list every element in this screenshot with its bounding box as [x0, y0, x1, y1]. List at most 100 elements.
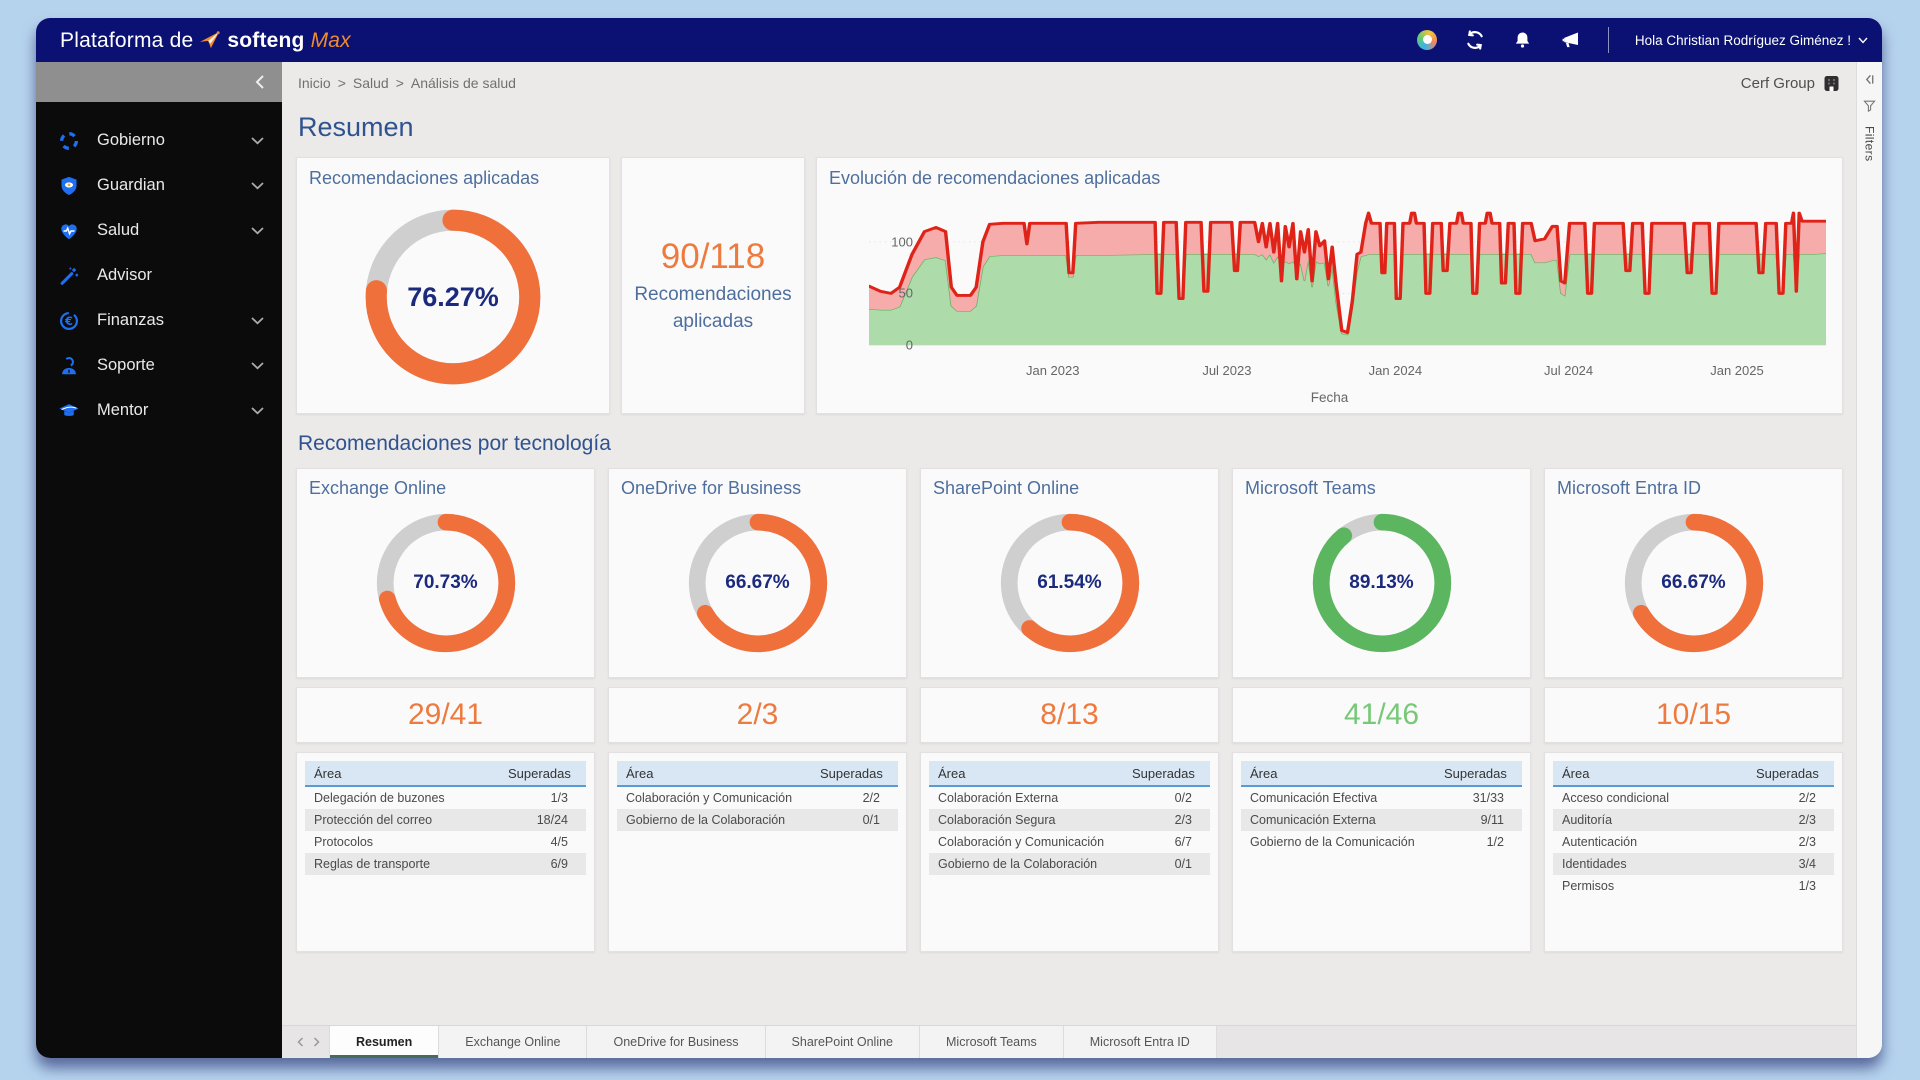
breadcrumb-separator: > [337, 75, 346, 91]
tech-card-title: OneDrive for Business [621, 478, 802, 498]
table-row[interactable]: Colaboración Externa 0/2 [938, 791, 1192, 805]
tab-prev-icon[interactable] [297, 1037, 304, 1047]
chevron-down-icon [251, 406, 264, 415]
expand-panel-icon[interactable] [1864, 74, 1875, 85]
shield-eye-icon [58, 175, 84, 197]
tech-donut-card: Microsoft Teams 89.13% [1232, 468, 1531, 678]
table-row[interactable]: Permisos 1/3 [1562, 879, 1816, 893]
footer-tab-microsoft-entra-id[interactable]: Microsoft Entra ID [1063, 1026, 1217, 1058]
table-row[interactable]: Acceso condicional 2/2 [1562, 791, 1816, 805]
sidebar-item-label: Salud [97, 221, 140, 239]
breadcrumb-inicio[interactable]: Inicio [298, 75, 331, 91]
app-window: Plataforma de softeng Max [36, 18, 1882, 1058]
refresh-icon[interactable] [1464, 29, 1486, 51]
tenant-selector[interactable]: Cerf Group [1741, 75, 1840, 92]
x-axis-tick: Jan 2025 [1710, 363, 1764, 378]
tech-donut-chart: 66.67% [682, 507, 834, 659]
footer-tab-resumen[interactable]: Resumen [329, 1026, 440, 1058]
x-axis-label: Fecha [1310, 390, 1349, 405]
copilot-icon[interactable] [1416, 29, 1438, 51]
table-row[interactable]: Colaboración y Comunicación 2/2 [626, 791, 880, 805]
sidebar-item-advisor[interactable]: Advisor [36, 253, 282, 298]
table-row[interactable]: Protección del correo 18/24 [305, 809, 586, 831]
user-menu[interactable]: Hola Christian Rodríguez Giménez ! [1635, 33, 1868, 48]
sidebar-item-gobierno[interactable]: Gobierno [36, 118, 282, 163]
sidebar-menu: Gobierno Guardian Salu [36, 102, 282, 433]
app-title-text: Plataforma de [60, 29, 194, 52]
footer-tab-onedrive-for-business[interactable]: OneDrive for Business [587, 1026, 766, 1058]
chevron-down-icon [251, 361, 264, 370]
filters-label[interactable]: Filters [1862, 126, 1877, 162]
applied-ratio-card: 90/118 Recomendaciones aplicadas [621, 157, 805, 414]
table-row[interactable]: Comunicación Efectiva 31/33 [1250, 791, 1504, 805]
summary-row: Recomendaciones aplicadas 76.27% 90/118 … [296, 157, 1843, 414]
tenant-name: Cerf Group [1740, 74, 1815, 92]
chevron-down-icon [1858, 37, 1868, 44]
user-greeting: Hola Christian Rodríguez Giménez ! [1634, 32, 1851, 48]
breadcrumb-analisis-de-salud[interactable]: Análisis de salud [410, 75, 516, 91]
chevron-down-icon [251, 181, 264, 190]
table-row[interactable]: Gobierno de la Colaboración 0/1 [617, 809, 898, 831]
sidebar-item-finanzas[interactable]: € Finanzas [36, 298, 282, 343]
announcements-megaphone-icon[interactable] [1560, 29, 1582, 51]
x-axis-tick: Jul 2023 [1202, 363, 1252, 378]
tech-area-table-card: Área Superadas Acceso condicional 2/2 Audito… [1544, 752, 1843, 952]
filter-funnel-icon[interactable] [1863, 99, 1876, 112]
table-row[interactable]: Reglas de transporte 6/9 [305, 853, 586, 875]
table-row[interactable]: Autenticación 2/3 [1562, 835, 1816, 849]
tech-fraction-card: 2/3 [608, 687, 907, 743]
sidebar-item-mentor[interactable]: Mentor [36, 388, 282, 433]
table-row[interactable]: Protocolos 4/5 [314, 835, 568, 849]
sidebar-item-guardian[interactable]: Guardian [36, 163, 282, 208]
report-content: Resumen Recomendaciones aplicadas 76.27%… [282, 104, 1856, 1025]
table-header-row: Área Superadas [1241, 761, 1522, 787]
sidebar-item-soporte[interactable]: Soporte [36, 343, 282, 388]
applied-donut-chart: 76.27% [357, 201, 549, 393]
breadcrumb: Inicio > Salud > Análisis de salud [298, 75, 516, 91]
navigation-sidebar: Gobierno Guardian Salu [36, 62, 282, 1058]
tech-card-column: Microsoft Teams 89.13% 41/46 Área Superad… [1232, 468, 1531, 952]
tech-donut-chart: 70.73% [370, 507, 522, 659]
footer-tab-sharepoint-online[interactable]: SharePoint Online [765, 1026, 920, 1058]
donut-percent-label: 61.54% [1037, 572, 1102, 593]
applied-ratio-caption: Recomendaciones aplicadas [634, 281, 791, 335]
x-axis-tick: Jul 2024 [1543, 363, 1594, 378]
tech-card-title: Microsoft Teams [1245, 478, 1376, 498]
footer-tab-exchange-online[interactable]: Exchange Online [439, 1026, 588, 1058]
footer-tab-microsoft-teams[interactable]: Microsoft Teams [920, 1026, 1064, 1058]
table-row[interactable]: Gobierno de la Comunicación 1/2 [1250, 835, 1504, 849]
table-row[interactable]: Delegación de buzones 1/3 [314, 791, 568, 805]
tech-area-table-card: Área Superadas Colaboración Externa 0/2 Cola… [920, 752, 1219, 952]
table-row[interactable]: Gobierno de la Colaboración 0/1 [929, 853, 1210, 875]
tab-next-icon[interactable] [313, 1037, 320, 1047]
section-title-tecnologia: Recomendaciones por tecnología [298, 432, 611, 455]
tech-fraction-value: 8/13 [1040, 698, 1099, 731]
notifications-bell-icon[interactable] [1512, 29, 1534, 51]
filters-rail: Filters [1856, 62, 1882, 1058]
tech-donut-chart: 66.67% [1618, 507, 1770, 659]
applied-recommendations-card: Recomendaciones aplicadas 76.27% [296, 157, 610, 414]
collapse-sidebar-icon[interactable] [254, 74, 266, 90]
sidebar-item-label: Gobierno [97, 131, 165, 149]
table-row[interactable]: Identidades 3/4 [1553, 853, 1834, 875]
tech-card-column: Microsoft Entra ID 66.67% 10/15 Área Supe… [1544, 468, 1843, 952]
table-row[interactable]: Colaboración y Comunicación 6/7 [938, 835, 1192, 849]
titlebar-divider [1607, 27, 1609, 53]
breadcrumb-salud[interactable]: Salud [352, 75, 389, 91]
applied-ratio-value: 90/118 [660, 236, 766, 276]
donut-percent-label: 70.73% [413, 572, 478, 593]
table-row[interactable]: Colaboración Segura 2/3 [929, 809, 1210, 831]
titlebar-actions: Hola Christian Rodríguez Giménez ! [1416, 27, 1868, 53]
report-page-tabs: Resumen Exchange Online OneDrive for Busin… [282, 1025, 1856, 1058]
tech-fraction-card: 10/15 [1544, 687, 1843, 743]
tech-donut-card: Exchange Online 70.73% [296, 468, 595, 678]
tab-pagination [288, 1026, 329, 1058]
sidebar-header [36, 62, 282, 102]
sidebar-item-salud[interactable]: Salud [36, 208, 282, 253]
evolution-chart-card: Evolución de recomendaciones aplicadas 0… [816, 157, 1843, 414]
breadcrumb-separator: > [395, 75, 404, 91]
table-row[interactable]: Comunicación Externa 9/11 [1241, 809, 1522, 831]
table-row[interactable]: Auditoría 2/3 [1553, 809, 1834, 831]
tech-donut-card: OneDrive for Business 66.67% [608, 468, 907, 678]
